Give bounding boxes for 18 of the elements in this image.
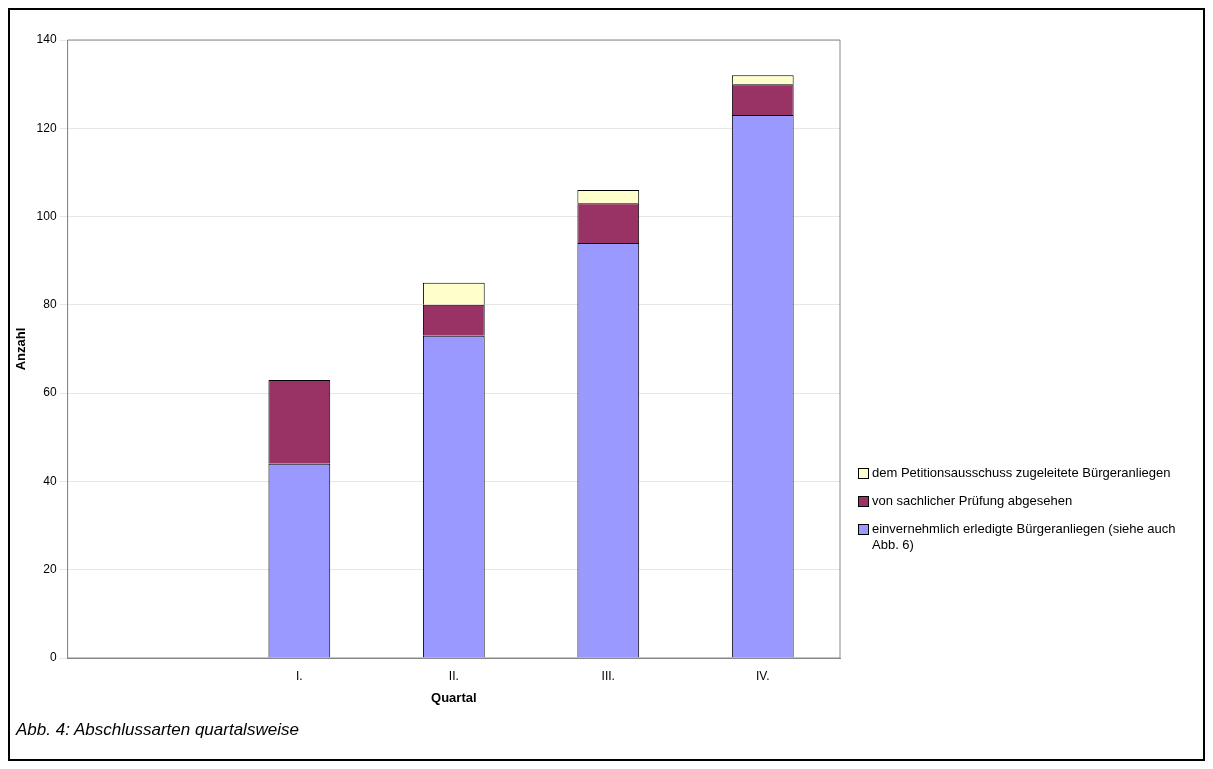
legend-label: dem Petitionsausschuss zugeleitete Bürgeranliegen	[872, 465, 1171, 481]
y-tick-label: 80	[43, 297, 57, 312]
x-tick-label: II.	[448, 668, 459, 683]
y-tick-label: 140	[36, 32, 57, 47]
y-tick-label: 60	[43, 385, 57, 400]
x-tick-label: I.	[296, 668, 303, 683]
y-tick-label: 20	[43, 562, 57, 577]
y-tick-label: 0	[49, 650, 57, 665]
legend-label: von sachlicher Prüfung abgesehen	[872, 493, 1073, 509]
x-axis-title: Quartal	[431, 689, 477, 705]
legend-label: einvernehmlich erledigte Bürgeranliegen (siehe auch Abb. 6)	[872, 521, 1177, 553]
y-tick-label: 120	[36, 120, 57, 135]
y-axis-title: Anzahl	[13, 327, 29, 371]
x-tick-label: IV.	[755, 668, 770, 683]
y-tick-label: 40	[43, 473, 57, 488]
y-tick-label: 100	[36, 208, 57, 223]
x-tick-label: III.	[601, 668, 615, 683]
caption: Abb. 4: Abschlussarten quartalsweise	[16, 720, 299, 740]
